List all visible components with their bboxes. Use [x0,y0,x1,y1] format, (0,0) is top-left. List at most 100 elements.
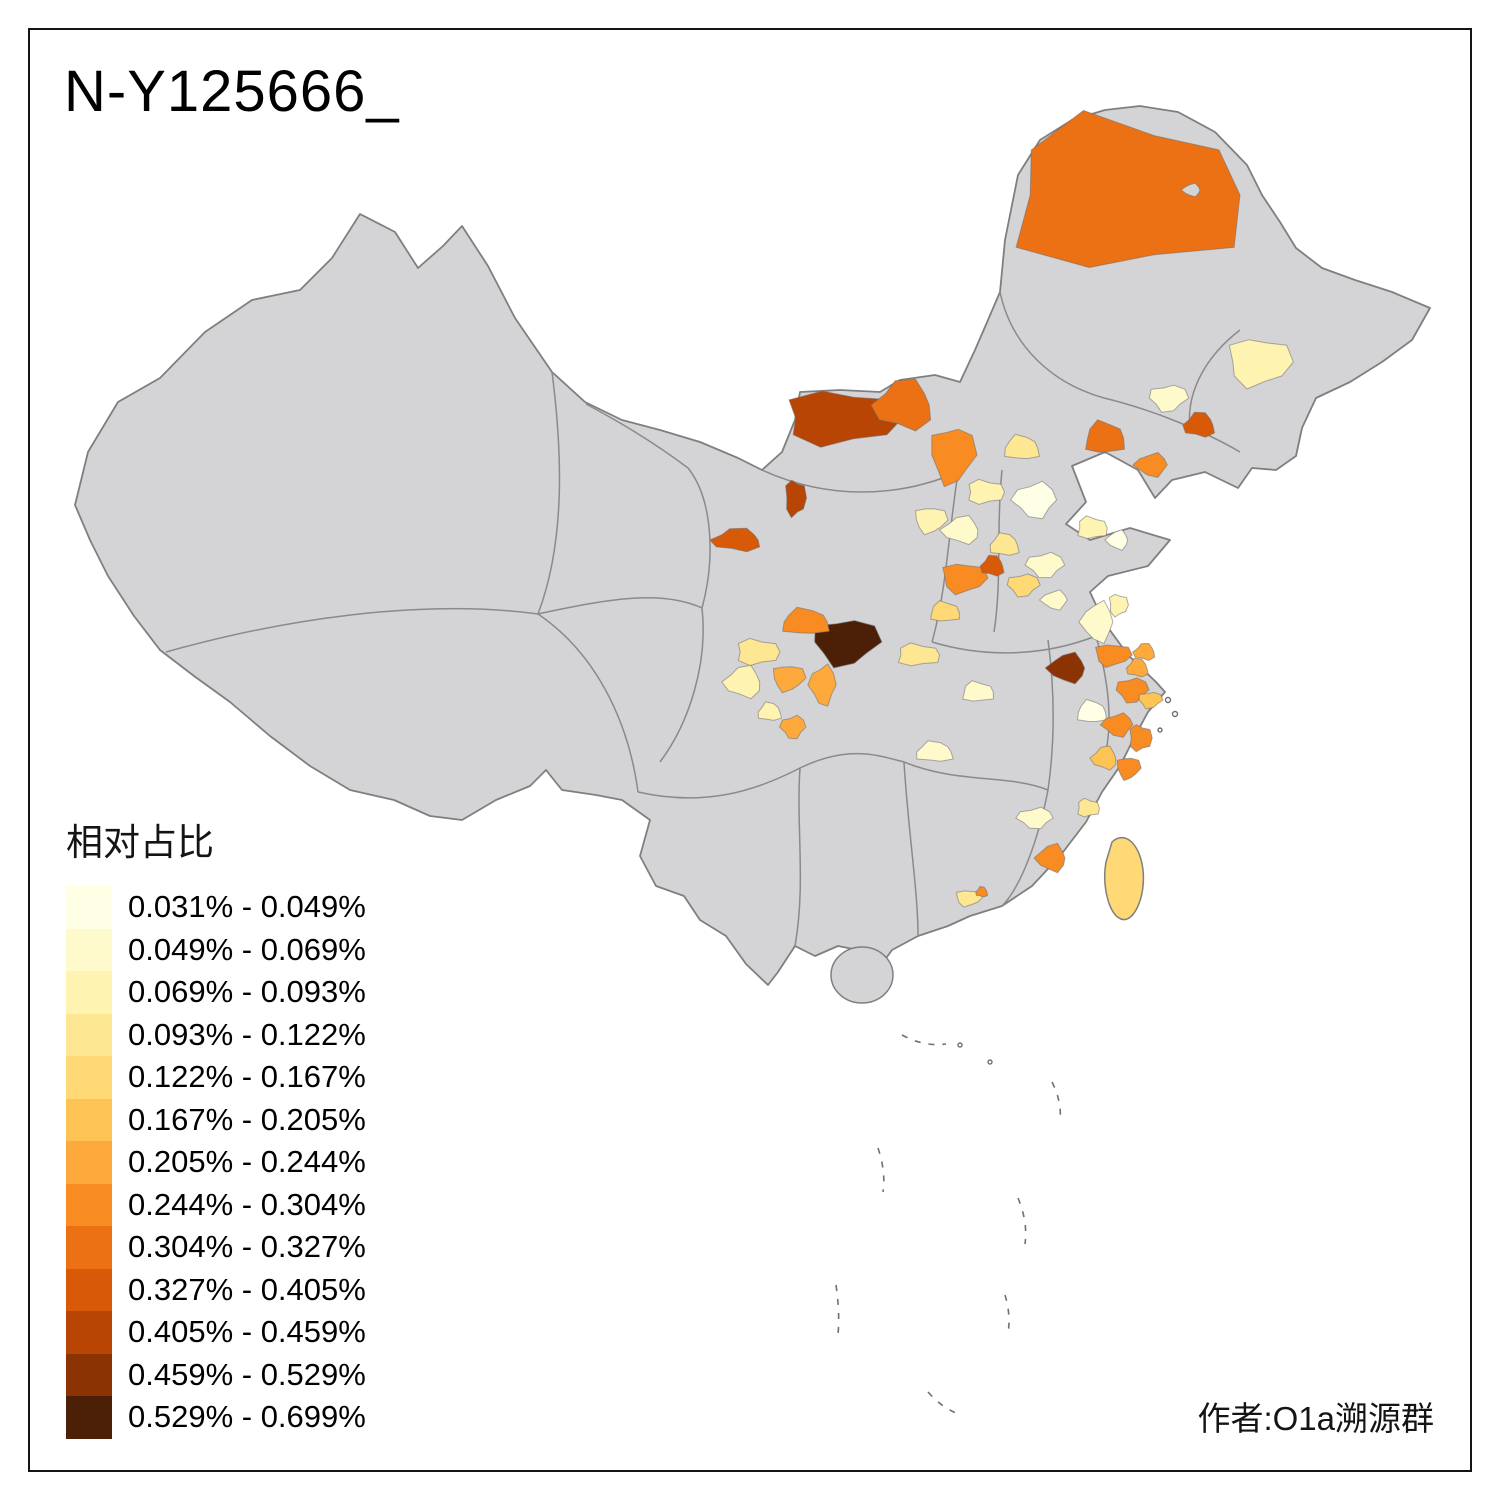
map-region [721,664,761,700]
legend-item: 0.122% - 0.167% [66,1056,366,1099]
legend-label: 0.327% - 0.405% [128,1271,366,1307]
map-region [1180,182,1201,198]
map-region [1077,797,1100,818]
map-region [807,663,837,707]
map-region [979,554,1005,577]
map-region [931,428,978,488]
attribution: 作者:O1a溯源群 [1197,1400,1434,1437]
map-region [914,508,949,536]
map-region [782,606,830,634]
legend-label: 0.031% - 0.049% [128,889,366,925]
map-region [1076,698,1108,722]
legend-item: 0.205% - 0.244% [66,1141,366,1184]
colored-regions [709,110,1294,908]
map-region [1039,589,1068,611]
legend-item: 0.304% - 0.327% [66,1226,366,1269]
legend-item: 0.069% - 0.093% [66,971,366,1014]
map-region [1015,110,1241,268]
legend-label: 0.304% - 0.327% [128,1229,366,1265]
legend-swatch [66,1396,112,1439]
map-region [930,600,960,622]
legend-swatch [66,1183,112,1226]
map-region [1085,419,1125,453]
legend-item: 0.031% - 0.049% [66,886,366,929]
hainan-island [830,946,894,1004]
map-region [709,527,761,553]
map-region [1004,433,1040,460]
map-region [1078,599,1114,645]
legend-label: 0.405% - 0.459% [128,1314,366,1350]
legend-label: 0.069% - 0.093% [128,974,366,1010]
map-region [1015,806,1054,830]
map-region [870,378,932,432]
legend-swatch [66,1098,112,1141]
map-region [962,680,994,702]
map-region [989,532,1020,556]
legend-item: 0.167% - 0.205% [66,1098,366,1141]
map-region [939,515,979,546]
map-region [772,666,807,694]
legend-label: 0.529% - 0.699% [128,1399,366,1435]
map-region [1033,842,1066,874]
map-region [1095,644,1133,668]
legend-swatch [66,1056,112,1099]
map-region [737,637,781,667]
legend-label: 0.167% - 0.205% [128,1101,366,1137]
legend-rows: 0.031% - 0.049% 0.049% - 0.069% 0.069% - 0… [66,886,366,1439]
legend-swatch [66,971,112,1014]
map-region [1182,411,1215,438]
map-region [814,620,883,669]
map-region [757,701,782,721]
map-region [1077,515,1108,540]
legend-label: 0.122% - 0.167% [128,1059,366,1095]
legend-item: 0.405% - 0.459% [66,1311,366,1354]
map-region [1010,480,1058,520]
map-region [1148,384,1190,413]
map-region [1024,551,1066,579]
legend-item: 0.093% - 0.122% [66,1013,366,1056]
map-region [1228,339,1294,390]
legend-item: 0.327% - 0.405% [66,1268,366,1311]
legend-title: 相对占比 [66,822,214,863]
taiwan-island [1104,836,1145,921]
legend-label: 0.459% - 0.529% [128,1356,366,1392]
map-region [968,478,1005,505]
legend-item: 0.244% - 0.304% [66,1183,366,1226]
legend-swatch [66,886,112,929]
legend-item: 0.459% - 0.529% [66,1353,366,1396]
legend-swatch [66,1141,112,1184]
legend-swatch [66,1311,112,1354]
legend-swatch [66,1013,112,1056]
legend-label: 0.049% - 0.069% [128,931,366,967]
legend-swatch [66,1268,112,1311]
legend-label: 0.093% - 0.122% [128,1016,366,1052]
legend-item: 0.049% - 0.069% [66,928,366,971]
map-region [1109,593,1129,618]
legend-swatch [66,1226,112,1269]
map-region [1132,452,1168,478]
south-china-sea-dashes [835,696,1179,1416]
map-region [779,714,807,740]
legend-label: 0.205% - 0.244% [128,1144,366,1180]
legend-item: 0.529% - 0.699% [66,1396,366,1439]
map-region [1099,712,1134,738]
legend-swatch [66,1353,112,1396]
map-region [1132,643,1156,661]
map-region [1044,651,1086,685]
map-region [942,563,989,596]
map-region [1089,745,1117,771]
map-region [1138,691,1164,710]
page-title: N-Y125666_ [64,59,400,124]
map-region [1125,657,1149,678]
map-region [1129,724,1153,753]
map-region [916,740,954,762]
map-region [897,642,941,667]
legend-label: 0.244% - 0.304% [128,1186,366,1222]
map-region [975,886,989,898]
map-region [1104,529,1129,551]
map-region [785,479,807,519]
map-region [1116,757,1142,781]
legend-swatch [66,928,112,971]
